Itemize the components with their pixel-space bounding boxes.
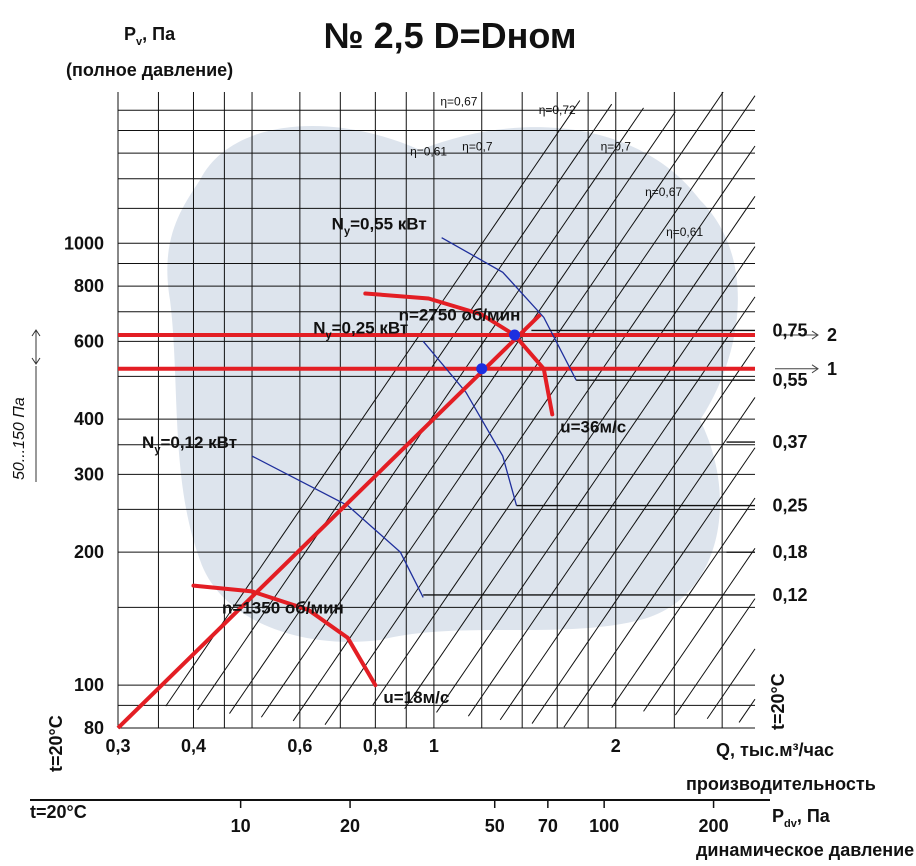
fan-curves: [116, 291, 555, 730]
x-tick-label: 0,6: [287, 736, 312, 756]
operating-band-arrow: [811, 364, 819, 374]
y-tick-label: 600: [74, 331, 104, 351]
x2-tick-label: 100: [589, 816, 619, 836]
power-step-label: 0,37: [772, 432, 807, 452]
power-curve: [441, 237, 577, 381]
y-tick-label: 800: [74, 276, 104, 296]
y-axis-label: Pv, Па: [124, 24, 176, 48]
chart-title: № 2,5 D=Dном: [323, 15, 576, 56]
operating-points: [476, 329, 521, 375]
x-axis-label: Q, тыс.м³/час: [716, 740, 834, 760]
fan-speed-label: n=2750 об/мин: [399, 306, 521, 325]
tip-speed-label: u=36м/с: [560, 417, 626, 436]
x2-tick-label: 50: [485, 816, 505, 836]
operating-point-label: 2: [827, 325, 837, 345]
system-line: [499, 346, 756, 721]
efficiency-label: η=0,7: [601, 140, 632, 154]
temp-label-left: t=20°C: [46, 715, 66, 772]
system-line: [165, 100, 581, 707]
x2-tick-label: 10: [231, 816, 251, 836]
pressure-band-marker: 50...150 Па: [11, 329, 41, 482]
power-curve: [251, 455, 424, 598]
system-line: [324, 95, 756, 725]
system-line: [372, 145, 756, 706]
efficiency-label: η=0,67: [440, 95, 477, 109]
efficiency-label: η=0,7: [462, 140, 493, 154]
system-line: [467, 296, 756, 717]
operating-point-label: 1: [827, 359, 837, 379]
fan-curve: [191, 583, 378, 688]
efficiency-label: η=0,61: [410, 145, 447, 159]
chart-labels: 80 100 200 300 400 600 800 1000 0,3 0,4 0,6 0,8 1 2 η=…: [64, 95, 837, 756]
x2-axis-note: динамическое давление: [696, 840, 914, 860]
watermark-logo: [167, 126, 738, 642]
x-tick-label: 1: [429, 736, 439, 756]
fan-speed-label: n=1350 об/мин: [222, 598, 344, 617]
y-tick-label: 80: [84, 718, 104, 738]
x2-tick-label: 20: [340, 816, 360, 836]
system-line: [292, 91, 724, 722]
system-line: [643, 548, 756, 712]
system-line: [611, 497, 756, 708]
x2-tick-label: 200: [699, 816, 729, 836]
power-curve-label: Ny=0,55 кВт: [332, 215, 427, 238]
operating-line: [116, 313, 542, 730]
system-line: [738, 698, 756, 723]
x-tick-label: 2: [611, 736, 621, 756]
x-tick-label: 0,8: [363, 736, 388, 756]
system-line: [197, 103, 613, 711]
y-axis-note: (полное давление): [66, 60, 233, 80]
y-tick-label: 400: [74, 409, 104, 429]
operating-point: [509, 329, 521, 341]
tip-speed-label: u=18м/с: [383, 688, 449, 707]
system-line: [436, 246, 756, 713]
x-tick-label: 0,3: [105, 736, 130, 756]
power-curves: [251, 237, 755, 598]
chart-grid: [117, 91, 756, 729]
system-line: [229, 107, 644, 714]
x2-tick-label: 70: [538, 816, 558, 836]
rpm-bands: [118, 330, 819, 374]
system-line: [706, 648, 756, 720]
power-curve: [422, 340, 518, 506]
efficiency-label: η=0,61: [666, 225, 703, 239]
y-tick-label: 200: [74, 542, 104, 562]
power-curve-label: Ny=0,25 кВт: [313, 318, 408, 341]
x-tick-label: 0,4: [181, 736, 206, 756]
fan-curve: [363, 291, 555, 417]
power-step-label: 0,18: [772, 542, 807, 562]
temp-label-bottom: t=20°C: [30, 802, 87, 822]
efficiency-label: η=0,72: [539, 103, 576, 117]
system-line: [260, 111, 676, 718]
efficiency-label: η=0,67: [645, 185, 682, 199]
system-line: [674, 598, 756, 716]
y-tick-label: 100: [74, 675, 104, 695]
x-axis-note: производительность: [686, 774, 876, 794]
system-line: [563, 447, 756, 728]
system-line: [531, 397, 756, 724]
y-tick-label: 1000: [64, 233, 104, 253]
temp-label-right: t=20°C: [768, 673, 788, 730]
power-curve-label: Ny=0,12 кВт: [142, 433, 237, 456]
y-tick-label: 300: [74, 464, 104, 484]
operating-band-arrow: [811, 330, 819, 340]
operating-point: [476, 363, 488, 375]
pressure-band-label: 50...150 Па: [11, 397, 28, 480]
power-step-label: 0,25: [772, 496, 807, 516]
power-step-label: 0,55: [772, 370, 807, 390]
x2-axis-label: Pdv, Па: [772, 806, 831, 830]
system-line: [404, 195, 756, 710]
x2-axis-ticks: 10 20 50 70 100 200: [231, 800, 729, 836]
power-step-label: 0,75: [772, 320, 807, 340]
power-step-label: 0,12: [772, 585, 807, 605]
